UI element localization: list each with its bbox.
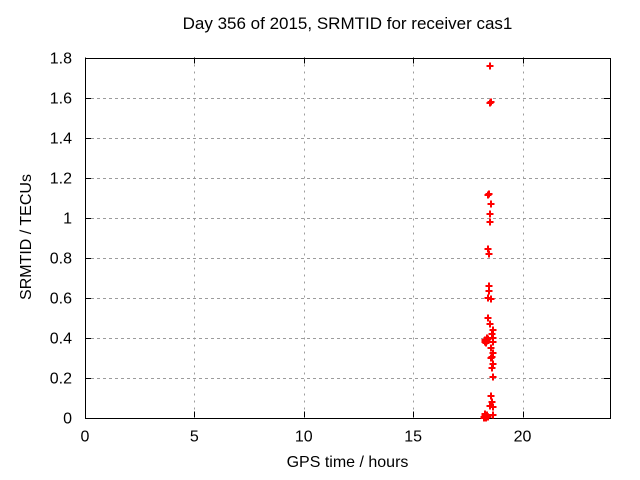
data-point — [485, 287, 493, 295]
data-point — [486, 210, 494, 218]
data-point — [489, 411, 497, 419]
data-point — [487, 344, 495, 352]
data-point — [486, 62, 494, 70]
x-axis-label: GPS time / hours — [286, 454, 409, 471]
y-tick-label: 0.4 — [50, 331, 72, 348]
plot-border — [85, 58, 611, 419]
data-point — [483, 412, 491, 420]
y-tick-label: 0.6 — [50, 291, 72, 308]
data-point — [489, 373, 497, 381]
data-point — [489, 403, 497, 411]
y-tick-label: 1.4 — [50, 131, 72, 148]
data-point — [486, 218, 494, 226]
data-point — [484, 335, 492, 343]
data-point — [485, 190, 493, 198]
data-point — [485, 250, 493, 258]
data-point — [486, 320, 494, 328]
x-tick-label: 15 — [404, 429, 422, 446]
y-tick-label: 1.2 — [50, 171, 72, 188]
data-point — [487, 98, 495, 106]
data-point — [487, 295, 495, 303]
x-tick-label: 5 — [190, 429, 199, 446]
y-tick-label: 1 — [63, 211, 72, 228]
y-tick-label: 0 — [63, 411, 72, 428]
y-tick-label: 0.2 — [50, 371, 72, 388]
data-point — [489, 338, 497, 346]
data-point — [487, 200, 495, 208]
data-point — [487, 392, 495, 400]
y-tick-label: 1.6 — [50, 91, 72, 108]
x-tick-label: 0 — [81, 429, 90, 446]
x-tick-label: 20 — [514, 429, 532, 446]
y-tick-label: 1.8 — [50, 51, 72, 68]
y-tick-label: 0.8 — [50, 251, 72, 268]
data-point — [488, 353, 496, 361]
data-point — [488, 364, 496, 372]
x-tick-label: 10 — [295, 429, 313, 446]
chart-title: Day 356 of 2015, SRMTID for receiver cas… — [182, 14, 513, 33]
data-point — [484, 314, 492, 322]
